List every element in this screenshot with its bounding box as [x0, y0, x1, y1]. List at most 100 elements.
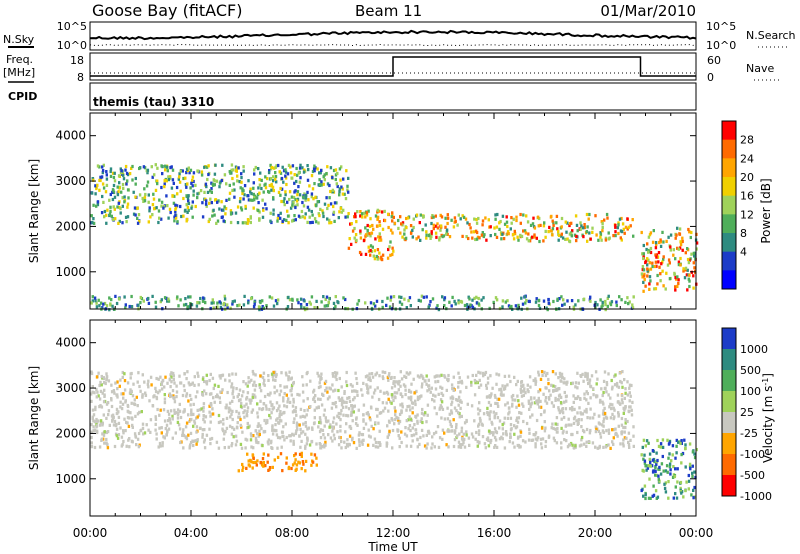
heatmap-cell [293, 417, 296, 421]
heatmap-cell [210, 181, 213, 185]
heatmap-cell [352, 410, 355, 414]
heatmap-cell [247, 459, 250, 463]
heatmap-cell [522, 213, 525, 217]
heatmap-cell [457, 440, 461, 444]
heatmap-cell [506, 383, 509, 387]
heatmap-cell [220, 178, 224, 183]
heatmap-cell [328, 386, 331, 390]
heatmap-cell [101, 432, 104, 436]
heatmap-cell [575, 239, 578, 243]
heatmap-cell [146, 180, 150, 184]
heatmap-cell [136, 380, 139, 384]
heatmap-cell [440, 391, 443, 395]
heatmap-cell [349, 383, 353, 387]
heatmap-cell [198, 426, 202, 430]
heatmap-cell [251, 408, 255, 412]
heatmap-cell [517, 238, 520, 242]
heatmap-cell [502, 432, 505, 436]
freq-unit: [MHz] [3, 66, 35, 79]
heatmap-cell [481, 223, 484, 227]
heatmap-cell [366, 384, 369, 388]
heatmap-cell [113, 391, 116, 395]
heatmap-cell [116, 185, 119, 189]
heatmap-cell [690, 270, 693, 274]
heatmap-cell [378, 238, 381, 242]
heatmap-cell [261, 198, 264, 202]
heatmap-cell [523, 387, 526, 391]
heatmap-cell [240, 180, 243, 184]
heatmap-cell [275, 418, 278, 422]
heatmap-cell [456, 398, 459, 403]
heatmap-cell [300, 431, 303, 435]
heatmap-cell [214, 198, 217, 202]
heatmap-cell [205, 165, 209, 169]
heatmap-cell [253, 168, 256, 172]
heatmap-cell [515, 405, 518, 409]
heatmap-cell [667, 496, 670, 500]
heatmap-cell [233, 188, 236, 192]
heatmap-cell [204, 415, 208, 419]
heatmap-cell [295, 421, 299, 425]
heatmap-cell [142, 199, 145, 203]
heatmap-cell [612, 234, 615, 238]
heatmap-cell [447, 378, 450, 382]
heatmap-cell [367, 413, 370, 417]
heatmap-cell [642, 494, 645, 498]
heatmap-cell [278, 393, 281, 397]
colorbar-segment [722, 121, 736, 141]
heatmap-cell [272, 304, 276, 308]
heatmap-cell [624, 425, 627, 430]
heatmap-cell [623, 436, 627, 440]
heatmap-cell [695, 241, 699, 245]
heatmap-cell [534, 433, 537, 437]
heatmap-cell [537, 299, 540, 303]
heatmap-cell [389, 228, 393, 232]
heatmap-cell [210, 187, 213, 191]
heatmap-cell [148, 206, 151, 210]
heatmap-cell [476, 381, 479, 385]
heatmap-cell [334, 304, 337, 309]
heatmap-cell [171, 178, 175, 182]
heatmap-cell [300, 451, 303, 455]
heatmap-cell [189, 295, 192, 299]
y-tick-label: 3000 [55, 174, 86, 188]
heatmap-cell [578, 406, 581, 410]
heatmap-cell [607, 443, 610, 447]
heatmap-cell [338, 398, 341, 402]
heatmap-cell [250, 398, 253, 402]
heatmap-cell [261, 457, 265, 461]
heatmap-cell [441, 295, 444, 299]
heatmap-cell [523, 229, 527, 233]
heatmap-cell [529, 405, 532, 409]
heatmap-cell [292, 200, 295, 205]
heatmap-cell [593, 412, 596, 416]
heatmap-cell [401, 221, 405, 225]
heatmap-cell [388, 372, 391, 376]
heatmap-cell [585, 407, 588, 412]
heatmap-cell [582, 297, 586, 301]
heatmap-cell [651, 264, 654, 269]
heatmap-cell [369, 253, 372, 257]
heatmap-cell [681, 236, 684, 240]
heatmap-cell [398, 412, 402, 416]
heatmap-cell [582, 442, 586, 446]
heatmap-cell [536, 402, 539, 406]
heatmap-cell [369, 378, 372, 383]
heatmap-cell [231, 302, 234, 306]
heatmap-cell [485, 383, 488, 387]
heatmap-cell [240, 401, 243, 406]
heatmap-cell [501, 232, 504, 236]
heatmap-cell [154, 163, 157, 167]
heatmap-cell [90, 423, 93, 427]
heatmap-cell [245, 466, 248, 470]
heatmap-cell [195, 416, 198, 420]
heatmap-cell [510, 221, 513, 225]
heatmap-cell [300, 467, 303, 471]
power-colorbar-label: Power [dB] [759, 178, 773, 243]
heatmap-cell [482, 371, 485, 375]
heatmap-cell [242, 169, 245, 173]
heatmap-cell [209, 414, 212, 418]
heatmap-cell [647, 496, 651, 500]
heatmap-cell [175, 204, 179, 208]
heatmap-cell [589, 295, 592, 299]
